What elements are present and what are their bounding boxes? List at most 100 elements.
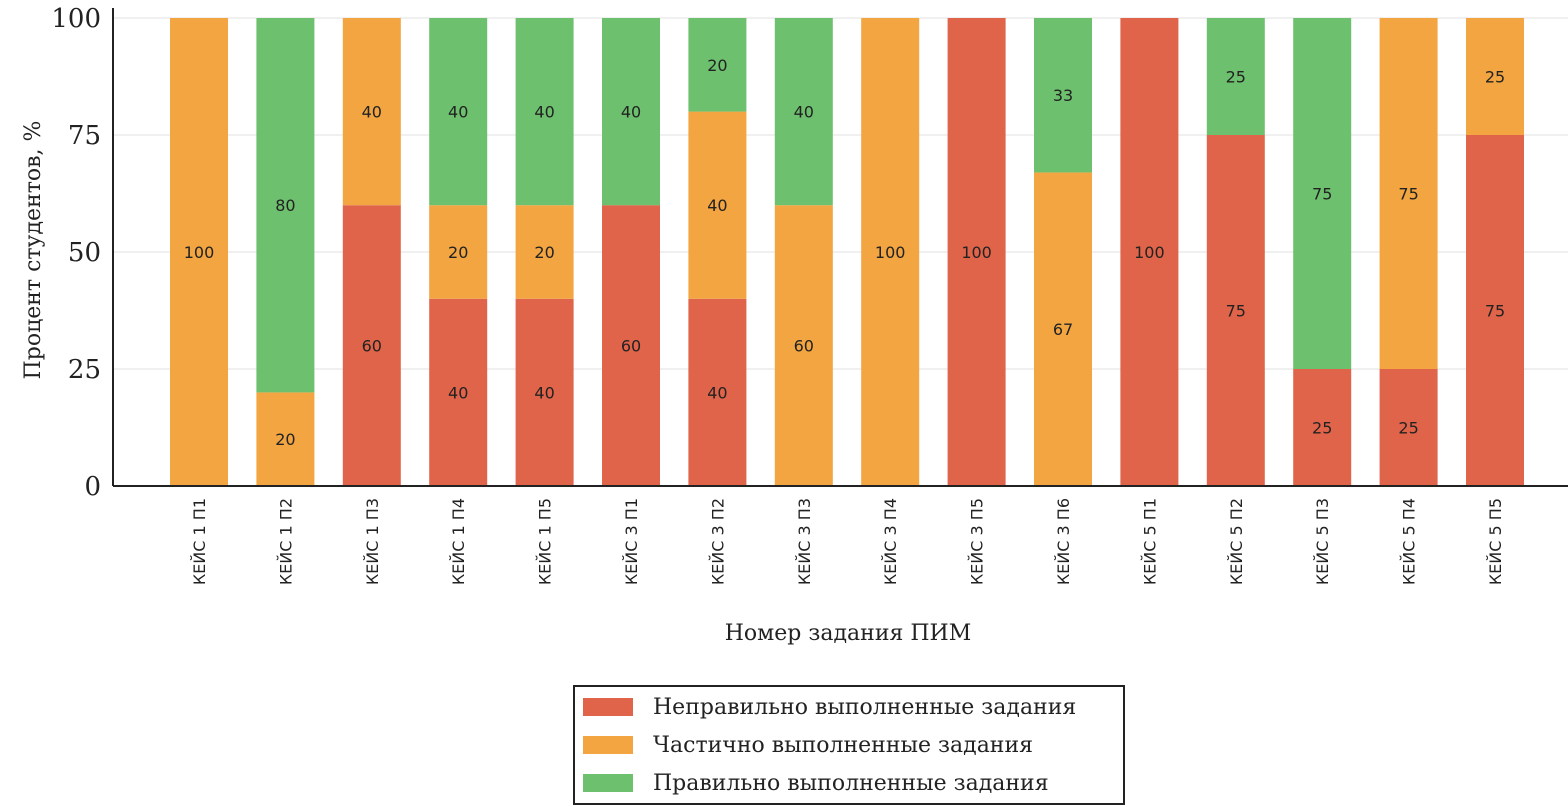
bar-segment-partial	[342, 18, 401, 206]
bar-segment-correct	[515, 18, 574, 206]
legend: Неправильно выполненные задания Частично …	[573, 685, 1125, 805]
bar-value-label: 100	[1134, 243, 1165, 262]
legend-swatch	[583, 774, 633, 792]
bar-value-label: 80	[275, 196, 295, 215]
bar-value-label: 60	[794, 337, 814, 356]
bar-segment-partial	[170, 18, 228, 486]
legend-label: Частично выполненные задания	[653, 732, 1034, 758]
bar-value-label: 20	[448, 243, 468, 262]
bar-segment-incorrect	[602, 205, 660, 486]
bar-value-label: 60	[362, 337, 382, 356]
legend-swatch	[583, 698, 633, 716]
bar-segment-incorrect	[688, 298, 747, 486]
bar-segment-incorrect	[515, 298, 574, 486]
bar-segment-incorrect	[1120, 18, 1179, 486]
bar-value-label: 60	[621, 337, 641, 356]
legend-item-correct: Правильно выполненные задания	[583, 768, 1049, 798]
bar-value-label: 100	[184, 243, 215, 262]
x-tick-label: КЕЙС 3 П3	[795, 498, 814, 585]
bar-segment-correct	[256, 18, 315, 393]
bar-segment-incorrect	[429, 298, 488, 486]
legend-swatch	[583, 736, 633, 754]
bar-value-label: 25	[1485, 68, 1505, 87]
x-axis-title: Номер задания ПИМ	[725, 621, 972, 646]
bar-value-label: 100	[961, 243, 992, 262]
bar-value-label: 25	[1398, 419, 1418, 438]
legend-label: Неправильно выполненные задания	[653, 694, 1077, 720]
bar-labels-group: 100 20 80 60 40 40 20 40 40 20 40 60 40 40 40 20 60 40 100…	[184, 56, 1505, 449]
x-tick-label: КЕЙС 1 П1	[190, 498, 209, 585]
x-tick-labels: КЕЙС 1 П1 КЕЙС 1 П2 КЕЙС 1 П3 КЕЙС 1 П4 КЕЙС…	[190, 498, 1505, 585]
bar-value-label: 40	[707, 383, 727, 402]
bar-segment-incorrect	[342, 205, 401, 486]
bar-segment-partial	[688, 111, 747, 299]
x-tick-label: КЕЙС 3 П2	[708, 498, 727, 585]
bar-value-label: 75	[1485, 302, 1505, 321]
axes	[112, 8, 1568, 487]
bar-value-label: 40	[534, 383, 554, 402]
bar-segment-partial	[861, 18, 920, 486]
x-tick-label: КЕЙС 1 П3	[363, 498, 382, 585]
x-tick-label: КЕЙС 3 П4	[881, 498, 900, 585]
bar-segment-correct	[774, 18, 833, 206]
bar-value-label: 100	[875, 243, 906, 262]
bar-value-label: 25	[1312, 419, 1332, 438]
bar-segment-correct	[429, 18, 488, 206]
bar-value-label: 20	[534, 243, 554, 262]
x-tick-label: КЕЙС 3 П5	[968, 498, 987, 585]
y-tick-label: 75	[68, 121, 101, 151]
x-tick-label: КЕЙС 1 П2	[276, 498, 295, 585]
bar-segment-partial	[1466, 18, 1524, 135]
bar-segment-partial	[515, 205, 574, 299]
bar-segment-correct	[602, 18, 660, 206]
bar-value-label: 40	[707, 196, 727, 215]
y-tick-label: 50	[68, 238, 101, 268]
bar-value-label: 75	[1398, 185, 1418, 204]
bar-segment-correct	[1206, 18, 1265, 135]
x-tick-label: КЕЙС 5 П2	[1227, 498, 1246, 585]
bar-segment-partial	[774, 205, 833, 486]
bar-value-label: 40	[448, 103, 468, 122]
bar-value-label: 40	[621, 103, 641, 122]
x-tick-label: КЕЙС 5 П1	[1140, 498, 1159, 585]
bar-segment-partial	[429, 205, 488, 299]
bar-segment-incorrect	[1293, 369, 1352, 486]
bar-segment-incorrect	[1379, 369, 1438, 486]
bar-value-label: 40	[362, 103, 382, 122]
y-tick-label: 25	[68, 355, 101, 385]
bar-value-label: 67	[1053, 320, 1073, 339]
y-tick-label: 0	[84, 472, 101, 502]
bar-segment-partial	[1379, 18, 1438, 369]
bar-segment-correct	[1293, 18, 1352, 369]
bar-value-label: 20	[275, 430, 295, 449]
legend-item-partial: Частично выполненные задания	[583, 730, 1033, 760]
bar-segment-incorrect	[947, 18, 1006, 486]
bar-value-label: 40	[448, 383, 468, 402]
bar-segment-partial	[1034, 172, 1092, 486]
y-tick-labels: 0 25 50 75 100	[51, 4, 101, 502]
x-tick-label: КЕЙС 5 П4	[1400, 498, 1419, 585]
bar-value-label: 40	[794, 103, 814, 122]
legend-item-incorrect: Неправильно выполненные задания	[583, 692, 1076, 722]
bar-segment-incorrect	[1466, 135, 1524, 486]
y-tick-label: 100	[51, 4, 101, 34]
y-axis-title: Процент студентов, %	[21, 121, 46, 380]
stacked-bar-chart: 100 20 80 60 40 40 20 40 40 20 40 60 40 40 40 20 60 40 100…	[21, 4, 1568, 646]
bar-value-label: 75	[1226, 302, 1246, 321]
x-tick-label: КЕЙС 3 П6	[1054, 498, 1073, 585]
bar-value-label: 25	[1226, 68, 1246, 87]
bar-value-label: 75	[1312, 185, 1332, 204]
x-tick-label: КЕЙС 5 П5	[1486, 498, 1505, 585]
bars-group	[170, 18, 1524, 486]
x-tick-label: КЕЙС 1 П4	[449, 498, 468, 585]
x-tick-label: КЕЙС 1 П5	[536, 498, 555, 585]
bar-segment-incorrect	[1206, 135, 1265, 486]
x-tick-label: КЕЙС 3 П1	[622, 498, 641, 585]
bar-value-label: 40	[534, 103, 554, 122]
bar-segment-correct	[688, 18, 747, 112]
bar-segment-partial	[256, 392, 315, 486]
x-tick-label: КЕЙС 5 П3	[1313, 498, 1332, 585]
bar-value-label: 20	[707, 56, 727, 75]
legend-label: Правильно выполненные задания	[653, 770, 1049, 796]
bar-segment-correct	[1034, 18, 1092, 173]
